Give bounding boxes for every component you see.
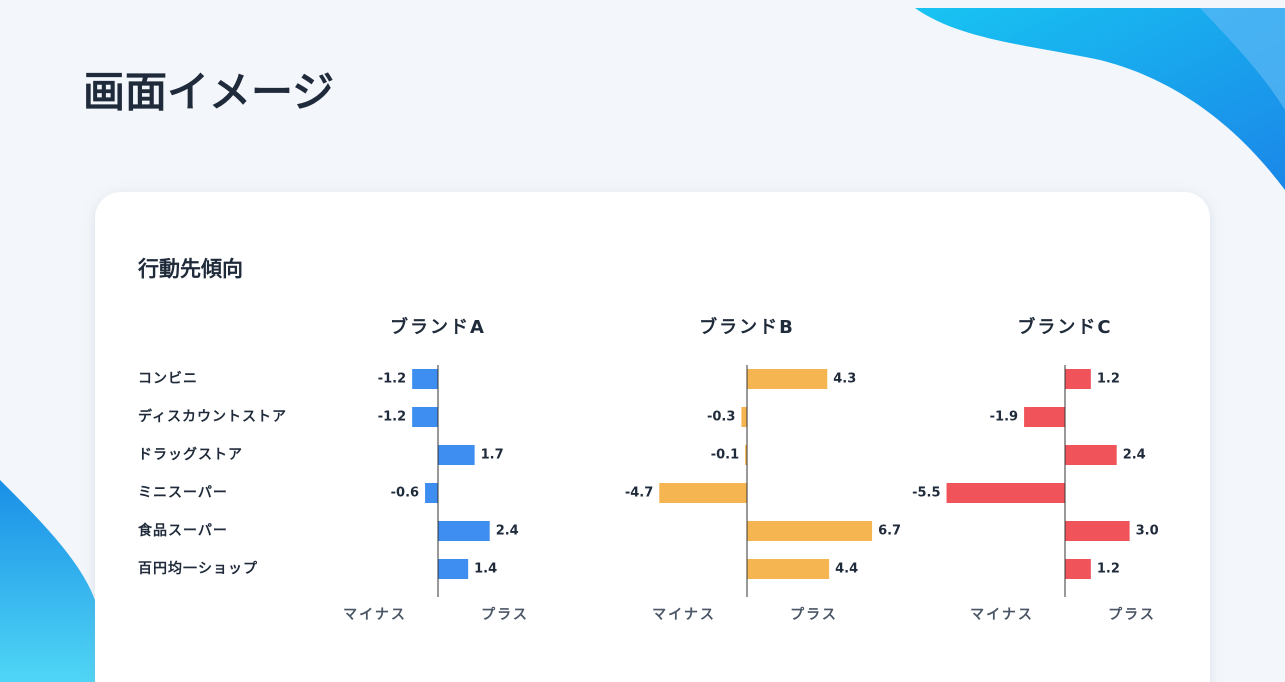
page-title: 画面イメージ (83, 68, 334, 117)
card-title: 行動先傾向 (137, 257, 243, 281)
bar (747, 369, 827, 389)
axis-label-positive: プラス (790, 607, 838, 623)
category-label: ドラッグストア (138, 446, 243, 463)
value-label: 1.2 (1097, 562, 1120, 577)
bar (438, 445, 475, 465)
bar (1065, 559, 1091, 579)
axis-label-negative: マイナス (970, 607, 1034, 623)
category-label: 百円均一ショップ (138, 560, 258, 577)
axis-label-positive: プラス (1108, 607, 1156, 623)
bar (747, 559, 829, 579)
value-label: 2.4 (496, 524, 519, 539)
bar (741, 407, 747, 427)
bar (659, 483, 747, 503)
screen: 画面イメージ 行動先傾向 コンビニディスカウントストアドラッグストアミニスーパー… (0, 0, 1285, 682)
category-label: コンビニ (138, 371, 198, 387)
bar (947, 483, 1065, 503)
bar (1065, 521, 1130, 541)
bar (425, 483, 438, 503)
chart-title: ブランドB (699, 316, 795, 338)
axis-label-negative: マイナス (343, 607, 407, 623)
axis-label-positive: プラス (481, 607, 529, 623)
value-label: -4.7 (625, 486, 653, 501)
chart-title: ブランドA (390, 316, 486, 338)
value-label: 1.4 (474, 562, 497, 577)
value-label: -0.3 (707, 410, 735, 425)
bar (1065, 445, 1117, 465)
value-label: -0.1 (711, 448, 739, 463)
value-label: 1.7 (481, 448, 504, 463)
bar (747, 521, 872, 541)
value-label: -1.2 (378, 410, 406, 425)
bar (412, 369, 438, 389)
bar (438, 521, 490, 541)
value-label: 2.4 (1123, 448, 1146, 463)
value-label: 4.3 (833, 372, 856, 387)
value-label: 1.2 (1097, 372, 1120, 387)
value-label: -5.5 (912, 486, 940, 501)
value-label: 4.4 (835, 562, 858, 577)
category-label: ディスカウントストア (138, 408, 287, 425)
value-label: -1.2 (378, 372, 406, 387)
bar (412, 407, 438, 427)
value-label: 6.7 (878, 524, 901, 539)
axis-label-negative: マイナス (652, 607, 716, 623)
bar (1024, 407, 1065, 427)
value-label: -1.9 (990, 410, 1018, 425)
chart-title: ブランドC (1017, 316, 1112, 338)
value-label: -0.6 (391, 486, 419, 501)
page: 画面イメージ 行動先傾向 コンビニディスカウントストアドラッグストアミニスーパー… (0, 0, 1285, 682)
category-label: ミニスーパー (138, 485, 228, 501)
value-label: 3.0 (1136, 524, 1159, 539)
bar (1065, 369, 1091, 389)
bar (438, 559, 468, 579)
category-label: 食品スーパー (138, 522, 228, 539)
